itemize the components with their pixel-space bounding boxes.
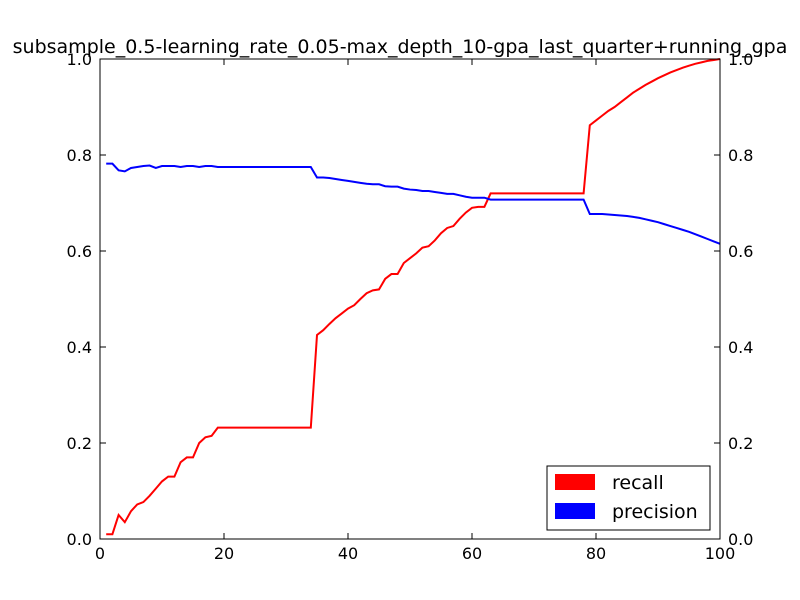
y-tick-label-left: 0.0 [67, 530, 92, 549]
x-tick-label: 20 [214, 544, 234, 563]
y-tick-label-right: 0.2 [728, 434, 753, 453]
legend-swatch-precision [555, 503, 595, 519]
series-line-recall [106, 58, 721, 536]
legend-swatch-recall [555, 474, 595, 490]
series-line-precision [106, 162, 721, 245]
x-tick-label: 0 [95, 544, 105, 563]
y-tick-label-left: 1.0 [67, 50, 92, 69]
plot-frame [99, 58, 721, 540]
axis-layer: 0 20 40 60 80 1000.00.20.40.60.81.00.00.20.40… [67, 50, 754, 563]
x-tick-label: 60 [462, 544, 482, 563]
y-tick-label-right: 0.4 [728, 338, 753, 357]
legend-label-recall: recall [612, 472, 664, 494]
y-tick-label-left: 0.8 [67, 146, 92, 165]
y-tick-label-right: 0.6 [728, 242, 753, 261]
legend: recall precision [546, 465, 711, 531]
chart-title: subsample_0.5-learning_rate_0.05-max_dep… [13, 36, 788, 58]
y-tick-label-right: 0.8 [728, 146, 753, 165]
series-layer [106, 58, 721, 536]
y-tick-label-right: 1.0 [728, 50, 753, 69]
y-tick-label-left: 0.4 [67, 338, 92, 357]
x-tick-label: 80 [586, 544, 606, 563]
y-tick-label-left: 0.2 [67, 434, 92, 453]
legend-label-precision: precision [612, 501, 698, 523]
x-tick-label: 100 [705, 544, 736, 563]
y-tick-label-left: 0.6 [67, 242, 92, 261]
x-tick-label: 40 [338, 544, 358, 563]
y-tick-label-right: 0.0 [728, 530, 753, 549]
